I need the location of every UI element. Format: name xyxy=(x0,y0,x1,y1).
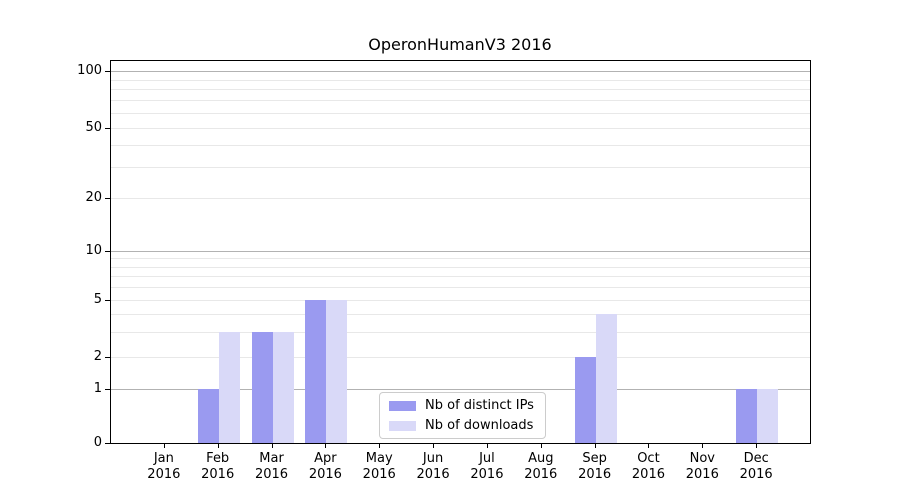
gridline-2 xyxy=(111,357,810,358)
y-tick-50 xyxy=(105,128,110,129)
legend-swatch-distinct-ips xyxy=(389,400,416,411)
x-tick-oct xyxy=(648,444,650,448)
gridline-6 xyxy=(111,287,810,289)
x-tick-sep xyxy=(594,444,596,448)
gridline-1 xyxy=(111,389,810,390)
legend: Nb of distinct IPs Nb of downloads xyxy=(379,392,546,439)
y-tick-label-50: 50 xyxy=(85,120,102,135)
x-tick-jan xyxy=(163,444,165,448)
gridline-10 xyxy=(111,251,810,252)
gridline-3 xyxy=(111,331,810,333)
x-tick-label-sep: Sep 2016 xyxy=(578,451,612,482)
bar-downloads-apr xyxy=(326,300,348,443)
y-tick-100 xyxy=(105,71,110,72)
legend-swatch-downloads xyxy=(389,420,416,431)
x-tick-label-jan: Jan 2016 xyxy=(147,451,181,482)
y-tick-label-100: 100 xyxy=(77,63,102,78)
bar-downloads-mar xyxy=(272,331,294,443)
bar-distinct-ips-mar xyxy=(251,331,273,443)
bar-downloads-dec xyxy=(757,389,779,443)
gridline-60 xyxy=(111,113,810,114)
gridline-8 xyxy=(111,266,810,268)
legend-item-downloads: Nb of downloads xyxy=(389,418,545,433)
gridline-5 xyxy=(111,300,810,301)
y-tick-label-0: 0 xyxy=(93,435,102,450)
bar-distinct-ips-sep xyxy=(574,357,596,443)
gridline-100 xyxy=(111,71,810,72)
x-tick-label-apr: Apr 2016 xyxy=(308,451,342,482)
gridline-20 xyxy=(111,198,810,199)
y-tick-label-2: 2 xyxy=(93,349,102,364)
x-tick-feb xyxy=(217,444,219,448)
x-tick-label-jun: Jun 2016 xyxy=(416,451,450,482)
gridline-4 xyxy=(111,313,810,315)
gridline-9 xyxy=(111,258,810,260)
x-tick-jul xyxy=(486,444,488,448)
legend-label-distinct-ips: Nb of distinct IPs xyxy=(425,398,534,413)
x-tick-mar xyxy=(271,444,273,448)
y-tick-20 xyxy=(105,198,110,199)
x-tick-label-nov: Nov 2016 xyxy=(685,451,719,482)
gridline-90 xyxy=(111,79,810,81)
bar-downloads-feb xyxy=(218,331,240,443)
x-tick-aug xyxy=(540,444,542,448)
y-tick-5 xyxy=(105,300,110,301)
gridline-30 xyxy=(111,167,810,169)
y-tick-label-10: 10 xyxy=(85,243,102,258)
y-tick-2 xyxy=(105,357,110,358)
bar-distinct-ips-dec xyxy=(736,389,758,443)
y-tick-10 xyxy=(105,251,110,252)
gridline-50 xyxy=(111,128,810,129)
plot-area xyxy=(110,60,811,444)
chart-title: OperonHumanV3 2016 xyxy=(368,35,552,54)
bar-distinct-ips-feb xyxy=(197,389,219,443)
x-tick-label-dec: Dec 2016 xyxy=(739,451,773,482)
bar-downloads-sep xyxy=(595,313,617,443)
gridline-40 xyxy=(111,145,810,147)
x-tick-label-aug: Aug 2016 xyxy=(524,451,558,482)
gridline-7 xyxy=(111,276,810,278)
x-tick-jun xyxy=(433,444,435,448)
bar-distinct-ips-apr xyxy=(305,300,327,443)
legend-label-downloads: Nb of downloads xyxy=(425,418,534,433)
gridline-70 xyxy=(111,100,810,102)
y-tick-label-20: 20 xyxy=(85,190,102,205)
x-tick-nov xyxy=(702,444,704,448)
x-tick-may xyxy=(379,444,381,448)
x-tick-dec xyxy=(756,444,758,448)
legend-item-distinct-ips: Nb of distinct IPs xyxy=(389,398,545,413)
x-tick-label-mar: Mar 2016 xyxy=(254,451,289,482)
x-tick-label-may: May 2016 xyxy=(362,451,396,482)
x-tick-label-oct: Oct 2016 xyxy=(631,451,665,482)
y-tick-label-5: 5 xyxy=(93,292,102,307)
x-tick-apr xyxy=(325,444,327,448)
y-tick-label-1: 1 xyxy=(93,381,102,396)
x-tick-label-feb: Feb 2016 xyxy=(201,451,235,482)
y-tick-0 xyxy=(105,443,110,444)
gridline-80 xyxy=(111,89,810,91)
x-tick-label-jul: Jul 2016 xyxy=(470,451,504,482)
y-tick-1 xyxy=(105,389,110,390)
